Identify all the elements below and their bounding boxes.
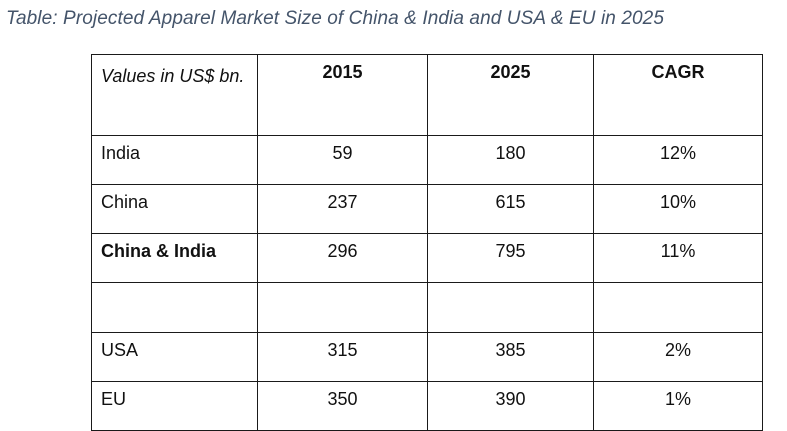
cell-cagr: 2% (593, 332, 763, 382)
row-label: USA (91, 332, 258, 382)
row-label (91, 282, 258, 333)
cell-2025: 385 (427, 332, 594, 382)
table-caption: Table: Projected Apparel Market Size of … (6, 8, 664, 29)
column-header-cagr: CAGR (593, 54, 763, 136)
cell-2015: 296 (257, 233, 428, 283)
row-label: China & India (91, 233, 258, 283)
cell-2025: 615 (427, 184, 594, 234)
cell-cagr (593, 282, 763, 333)
table-header-row: Values in US$ bn. 2015 2025 CAGR (91, 54, 763, 136)
apparel-market-table: Values in US$ bn. 2015 2025 CAGR India 5… (91, 54, 763, 431)
cell-cagr: 11% (593, 233, 763, 283)
row-label: EU (91, 381, 258, 431)
cell-2025 (427, 282, 594, 333)
cell-2025: 180 (427, 135, 594, 185)
cell-2025: 795 (427, 233, 594, 283)
table-row-eu: EU 350 390 1% (91, 381, 763, 431)
table-row-india: India 59 180 12% (91, 135, 763, 185)
row-label: India (91, 135, 258, 185)
corner-header-cell: Values in US$ bn. (91, 54, 258, 136)
cell-2015: 59 (257, 135, 428, 185)
cell-2015 (257, 282, 428, 333)
column-header-2025: 2025 (427, 54, 594, 136)
cell-cagr: 1% (593, 381, 763, 431)
units-label: Values in US$ bn. (101, 66, 245, 86)
cell-2015: 237 (257, 184, 428, 234)
cell-cagr: 10% (593, 184, 763, 234)
cell-2015: 315 (257, 332, 428, 382)
table-row-usa: USA 315 385 2% (91, 332, 763, 382)
table-row-china: China 237 615 10% (91, 184, 763, 234)
row-label: China (91, 184, 258, 234)
cell-2025: 390 (427, 381, 594, 431)
cell-2015: 350 (257, 381, 428, 431)
column-header-2015: 2015 (257, 54, 428, 136)
cell-cagr: 12% (593, 135, 763, 185)
table-row-blank (91, 282, 763, 333)
table-row-china-india: China & India 296 795 11% (91, 233, 763, 283)
